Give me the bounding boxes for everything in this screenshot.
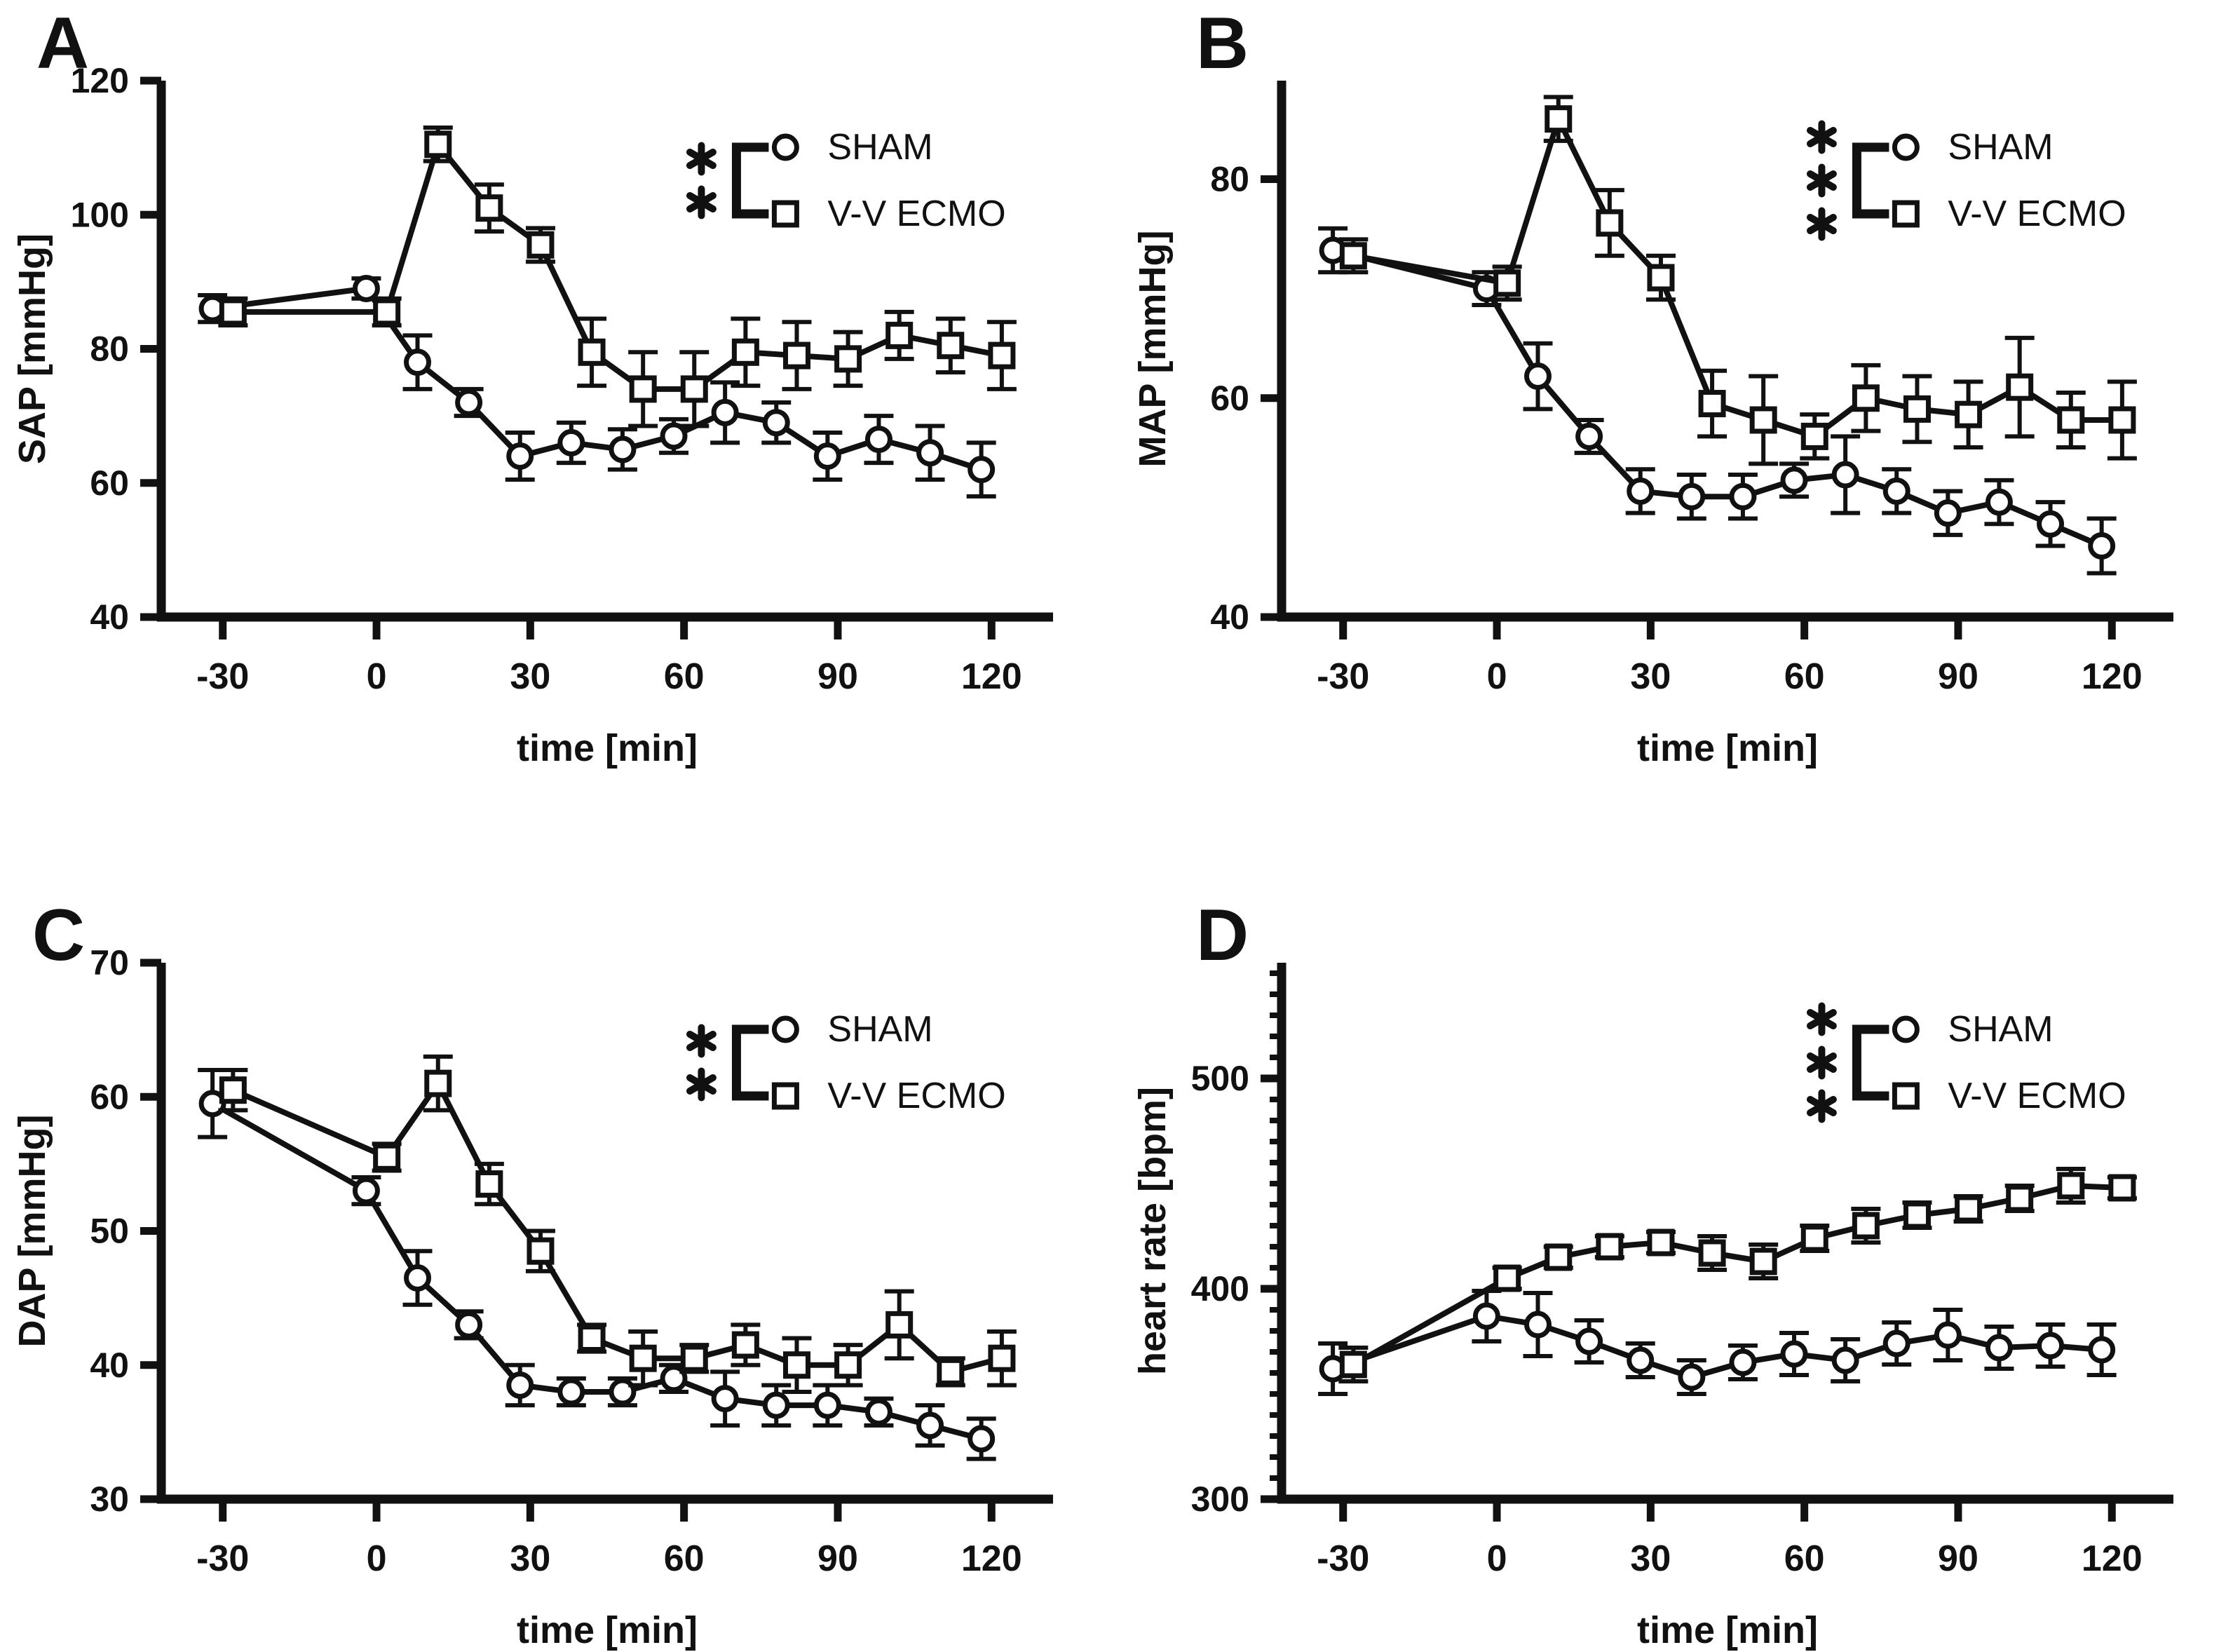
legend-C: SHAM V-V ECMO: [686, 1009, 1006, 1116]
series-sham: [1318, 1289, 2117, 1396]
svg-text:V-V ECMO: V-V ECMO: [827, 1076, 1005, 1116]
plot-area-D: 300 400 500 -30 0 30 60 90 120 time [min] heart ra…: [1132, 963, 2173, 1651]
svg-text:40: 40: [90, 1346, 129, 1385]
svg-text:SHAM: SHAM: [827, 127, 932, 168]
svg-text:120: 120: [71, 61, 129, 100]
svg-text:V-V ECMO: V-V ECMO: [827, 194, 1005, 234]
svg-text:500: 500: [1191, 1059, 1249, 1098]
svg-text:80: 80: [1210, 160, 1249, 199]
series-v-v-ecmo: [218, 125, 1017, 428]
legend-D: SHAM V-V ECMO: [1806, 1002, 2126, 1123]
series-v-v-ecmo: [218, 1054, 1017, 1394]
panel-label-d: D: [1196, 895, 1249, 976]
svg-text:90: 90: [1938, 656, 1978, 697]
svg-text:300: 300: [1191, 1480, 1249, 1519]
svg-text:0: 0: [367, 656, 387, 697]
svg-text:50: 50: [90, 1212, 129, 1251]
svg-text:-30: -30: [1317, 1538, 1369, 1579]
svg-text:40: 40: [90, 597, 129, 637]
chart-map: 40 60 80 -30 0 30 60 90 120 time [min] MAP [mmHg] S…: [1132, 81, 2173, 769]
svg-text:100: 100: [71, 195, 129, 234]
svg-text:60: 60: [1784, 1538, 1825, 1579]
series-sham: [1318, 226, 2117, 576]
svg-text:time [min]: time [min]: [1637, 1609, 1818, 1651]
svg-text:40: 40: [1210, 597, 1249, 637]
svg-text:90: 90: [817, 1538, 858, 1579]
svg-text:-30: -30: [196, 1538, 249, 1579]
svg-text:DAP [mmHg]: DAP [mmHg]: [11, 1114, 53, 1347]
svg-text:70: 70: [90, 943, 129, 982]
chart-dap: 30 40 50 60 70 -30 0 30 60 90 120 time [min] DAP [mm…: [11, 943, 1053, 1651]
svg-text:60: 60: [90, 1077, 129, 1116]
svg-text:30: 30: [1630, 1538, 1671, 1579]
svg-text:400: 400: [1191, 1269, 1249, 1308]
svg-text:120: 120: [961, 1538, 1022, 1579]
series-v-v-ecmo: [1338, 95, 2137, 466]
svg-text:time [min]: time [min]: [1637, 727, 1818, 769]
panel-label-a: A: [36, 3, 90, 84]
svg-text:-30: -30: [1317, 656, 1369, 697]
svg-text:60: 60: [90, 463, 129, 503]
svg-text:90: 90: [1938, 1538, 1978, 1579]
chart-sap: 40 60 80 100 120 -30 0 30 60 90 120 time [min] SAP […: [11, 61, 1053, 769]
legend-B: SHAM V-V ECMO: [1806, 120, 2126, 241]
svg-text:SAP [mmHg]: SAP [mmHg]: [11, 233, 53, 464]
chart-heart-rate: 300 400 500 -30 0 30 60 90 120 time [min] heart ra…: [1132, 963, 2173, 1651]
plot-area-A: 40 60 80 100 120 -30 0 30 60 90 120 time [min] SAP […: [11, 61, 1053, 769]
series-sham: [198, 1068, 996, 1461]
svg-text:V-V ECMO: V-V ECMO: [1948, 1076, 2126, 1116]
svg-text:time [min]: time [min]: [517, 1609, 698, 1651]
svg-text:30: 30: [510, 1538, 550, 1579]
svg-text:30: 30: [510, 656, 550, 697]
svg-text:120: 120: [961, 656, 1022, 697]
svg-text:SHAM: SHAM: [1948, 1009, 2053, 1050]
svg-text:SHAM: SHAM: [1948, 127, 2053, 168]
series-v-v-ecmo: [1338, 1167, 2137, 1383]
svg-text:60: 60: [664, 656, 705, 697]
svg-text:0: 0: [1487, 1538, 1507, 1579]
svg-text:60: 60: [664, 1538, 705, 1579]
series-sham: [198, 274, 996, 499]
svg-text:heart rate [bpm]: heart rate [bpm]: [1132, 1087, 1174, 1375]
svg-text:V-V ECMO: V-V ECMO: [1948, 194, 2126, 234]
panel-label-b: B: [1196, 3, 1249, 84]
svg-text:0: 0: [1487, 656, 1507, 697]
svg-text:90: 90: [817, 656, 858, 697]
plot-area-C: 30 40 50 60 70 -30 0 30 60 90 120 time [min] DAP [mm…: [11, 943, 1053, 1651]
svg-text:80: 80: [90, 330, 129, 369]
svg-text:0: 0: [367, 1538, 387, 1579]
svg-text:60: 60: [1210, 379, 1249, 418]
svg-text:30: 30: [1630, 656, 1671, 697]
svg-text:SHAM: SHAM: [827, 1009, 932, 1050]
svg-text:60: 60: [1784, 656, 1825, 697]
panel-label-c: C: [32, 895, 86, 976]
plot-area-B: 40 60 80 -30 0 30 60 90 120 time [min] MAP [mmHg] S…: [1132, 81, 2173, 769]
legend-A: SHAM V-V ECMO: [686, 127, 1006, 234]
svg-text:30: 30: [90, 1480, 129, 1519]
svg-text:120: 120: [2082, 1538, 2143, 1579]
svg-text:time [min]: time [min]: [517, 727, 698, 769]
svg-text:-30: -30: [196, 656, 249, 697]
svg-text:MAP [mmHg]: MAP [mmHg]: [1132, 230, 1174, 467]
svg-text:120: 120: [2082, 656, 2143, 697]
